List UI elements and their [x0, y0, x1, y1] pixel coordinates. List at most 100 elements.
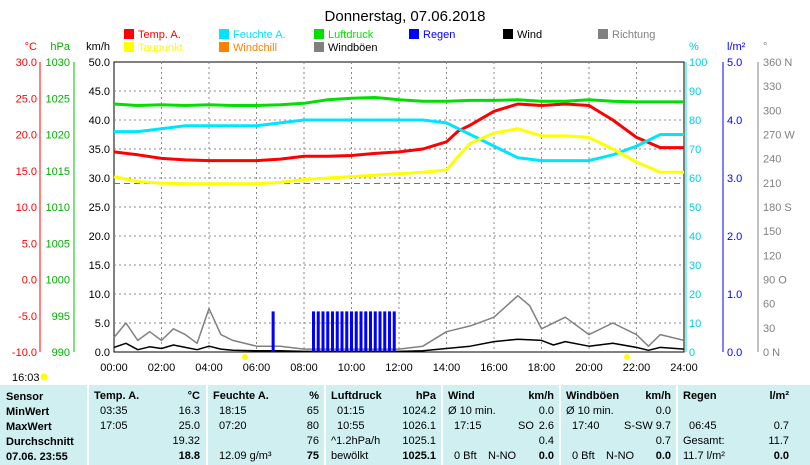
pressure-tick-label: 990 [52, 347, 70, 359]
humidity-min-time: 18:15 [219, 405, 247, 417]
legend-label: Windchill [233, 42, 277, 54]
pressure-header: Luftdruck [331, 390, 382, 402]
row-label: 07.06. 23:55 [6, 451, 68, 463]
rain-bar [378, 311, 382, 352]
wind-max-time: 17:15 [454, 420, 482, 432]
humidity-tick-label: 50 [689, 202, 701, 214]
temp-tick-label: 10.0 [16, 202, 37, 214]
legend-swatch [314, 42, 324, 52]
direction-tick-label: 90 O [763, 275, 787, 287]
wind-tick-label: 20.0 [89, 231, 110, 243]
x-tick-label: 06:00 [243, 362, 271, 374]
temp-tick-label: 15.0 [16, 166, 37, 178]
rain-sum: 11.7 l/m² [683, 450, 725, 462]
wind-tick-label: 50.0 [89, 57, 110, 69]
humidity-tick-label: 70 [689, 144, 701, 156]
direction-tick-label: 360 N [763, 57, 792, 69]
weather-chart: Donnerstag, 07.06.2018 Temp. A. Feuchte A.… [12, 8, 795, 384]
series-line-temp-a- [113, 102, 684, 163]
sunrise-marker [242, 354, 248, 360]
humidity-tick-label: 60 [689, 173, 701, 185]
temp-tick-label: -5.0 [18, 311, 37, 323]
pressure-tick-label: 1000 [46, 275, 70, 287]
row-label: MaxWert [6, 421, 52, 433]
pressure-avg-value: 1025.1 [402, 435, 436, 447]
wind-tick-label: 30.0 [89, 173, 110, 185]
series-line-luftdruck [113, 96, 684, 107]
legend-swatch [409, 29, 419, 39]
direction-unit-label: ° [763, 41, 767, 53]
wind-avg10-value: 0.0 [538, 405, 554, 417]
rain-tick-label: 2.0 [727, 231, 742, 243]
wind-tick-label: 35.0 [89, 144, 110, 156]
gust-unit: km/h [645, 390, 671, 402]
legend-swatch [219, 29, 229, 39]
pressure-max-value: 1026.1 [402, 420, 436, 432]
legend-label: Feuchte A. [233, 29, 286, 41]
temp-header: Temp. A. [94, 390, 140, 402]
humidity-column: Feuchte A.% 18:15 65 07:20 80 76 12.09 g/m… [211, 389, 321, 464]
x-tick-label: 02:00 [148, 362, 176, 374]
gust-bft: 0 Bft [572, 450, 595, 462]
gust-avg-value: 0.7 [655, 435, 671, 447]
temp-unit: °C [187, 390, 200, 402]
humidity-tick-label: 0 [689, 347, 695, 359]
wind-max-value: 2.6 [538, 420, 554, 432]
pressure-unit: hPa [415, 390, 436, 402]
gust-max-value: 9.7 [655, 420, 671, 432]
sensor-column: Sensor MinWert MaxWert Durchschnitt 07.0… [6, 389, 84, 465]
rain-total-label: Gesamt: [683, 435, 725, 447]
humidity-tick-label: 90 [689, 86, 701, 98]
gust-max-time: 17:40 [572, 420, 600, 432]
gust-column: Windböen km/h Ø 10 min. 0.0 17:40 S-SW 9.7 0… [564, 389, 673, 464]
rain-bar [388, 311, 391, 352]
x-tick-label: 18:00 [528, 362, 556, 374]
rain-max-value: 0.7 [773, 420, 789, 432]
wind-column: Wind km/h Ø 10 min. 0.0 17:15 SO 2.6 0.4 0 B… [446, 389, 556, 464]
pressure-max-time: 10:55 [337, 420, 365, 432]
pressure-min-time: 01:15 [337, 405, 365, 417]
legend-swatch [503, 29, 513, 39]
pressure-current-value: 1025.1 [402, 450, 436, 462]
humidity-unit: % [309, 390, 319, 402]
direction-tick-label: 210 [763, 178, 781, 190]
gust-avg10-label: Ø 10 min. [566, 405, 614, 417]
wind-tick-label: 0.0 [95, 347, 110, 359]
chart-title: Donnerstag, 07.06.2018 [325, 8, 486, 25]
sensor-header: Sensor [6, 391, 44, 403]
legend-swatch [124, 29, 134, 39]
x-tick-label: 04:00 [195, 362, 223, 374]
humidity-max-value: 80 [306, 420, 319, 432]
rain-bar [340, 311, 344, 352]
series-line-taupunkt [113, 127, 684, 186]
legend-label: Temp. A. [138, 29, 181, 41]
temp-tick-label: 0.0 [22, 275, 37, 287]
humidity-tick-label: 20 [689, 289, 701, 301]
legend-label: Windböen [328, 42, 378, 54]
row-label: Durchschnitt [6, 436, 74, 448]
pressure-tick-label: 1020 [46, 130, 70, 142]
direction-tick-label: 0 N [763, 347, 780, 359]
wind-tick-label: 40.0 [89, 115, 110, 127]
pressure-forecast: bewölkt [331, 450, 369, 462]
direction-tick-label: 120 [763, 250, 781, 262]
direction-tick-label: 30 [763, 323, 775, 335]
rain-bar [345, 311, 349, 352]
humidity-tick-label: 80 [689, 115, 701, 127]
humidity-max-time: 07:20 [219, 420, 247, 432]
series-line-feuchte-a- [114, 118, 684, 163]
rain-bar [369, 311, 372, 352]
gust-current-dir: N-NO [606, 450, 635, 462]
temp-tick-label: -10.0 [12, 347, 37, 359]
pressure-tick-label: 1005 [46, 238, 70, 250]
temp-max-value: 25.0 [178, 420, 200, 432]
rain-bar [350, 311, 353, 352]
temp-tick-label: 5.0 [22, 238, 37, 250]
pressure-unit-label: hPa [50, 41, 70, 53]
gust-current-value: 0.0 [655, 450, 671, 462]
wind-avg10-label: Ø 10 min. [448, 405, 496, 417]
series-line-windb-en [113, 294, 685, 350]
legend-label: Regen [423, 29, 455, 41]
rain-max-time: 06:45 [689, 420, 717, 432]
humidity-tick-label: 100 [689, 57, 707, 69]
